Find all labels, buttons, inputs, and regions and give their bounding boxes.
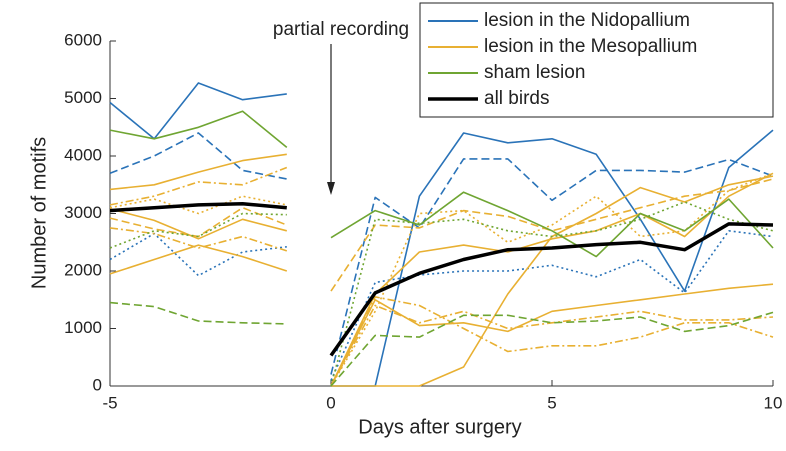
- series-line: [109, 172, 774, 387]
- annotation: partial recording: [273, 19, 409, 40]
- x-tick-label: 10: [764, 393, 783, 412]
- series-line: [109, 227, 774, 387]
- legend-label: all birds: [484, 88, 549, 109]
- series-line: [109, 110, 774, 258]
- legend-label: lesion in the Mesopallium: [484, 36, 697, 57]
- y-axis-label: Number of motifs: [28, 137, 50, 289]
- series-line: [109, 201, 774, 357]
- y-tick-label: 3000: [64, 203, 102, 222]
- series-line: [109, 166, 774, 387]
- x-tick-label: 0: [326, 393, 335, 412]
- x-axis-label: Days after surgery: [358, 416, 521, 438]
- annotation-arrowhead: [327, 182, 335, 195]
- series-line: [109, 153, 774, 387]
- y-tick-label: 6000: [64, 30, 102, 49]
- series-line: [109, 172, 774, 387]
- y-tick-label: 4000: [64, 145, 102, 164]
- series-line: [109, 82, 774, 387]
- series-line: [109, 201, 774, 387]
- y-tick-label: 2000: [64, 260, 102, 279]
- legend-label: lesion in the Nidopallium: [484, 10, 690, 31]
- y-tick-label: 1000: [64, 318, 102, 337]
- x-tick-label: -5: [102, 393, 117, 412]
- series-line: [109, 301, 774, 387]
- series-line: [109, 230, 774, 381]
- x-tick-label: 5: [547, 393, 556, 412]
- legend-label: sham lesion: [484, 62, 585, 83]
- series-line: [109, 244, 774, 387]
- series-line: [109, 132, 774, 375]
- y-tick-label: 5000: [64, 88, 102, 107]
- legend-box: [419, 2, 774, 118]
- y-tick-label: 0: [93, 375, 102, 394]
